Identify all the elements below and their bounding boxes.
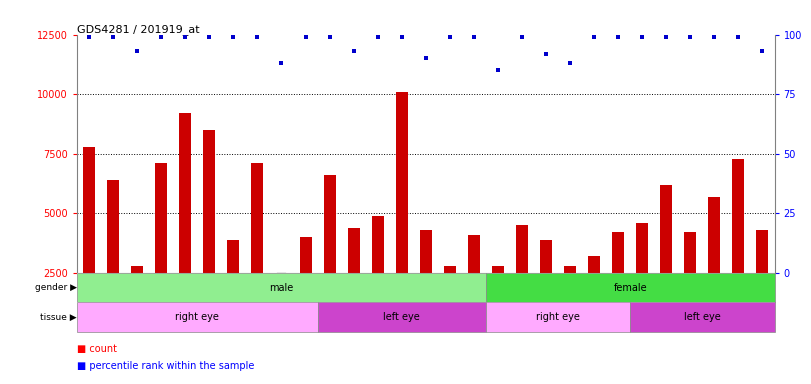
Point <box>756 48 769 54</box>
Text: ■ percentile rank within the sample: ■ percentile rank within the sample <box>77 361 255 371</box>
Point <box>347 48 360 54</box>
Bar <box>564 266 576 273</box>
Bar <box>492 266 504 273</box>
Bar <box>179 113 191 273</box>
Point <box>131 48 144 54</box>
Bar <box>83 147 95 273</box>
Bar <box>612 232 624 273</box>
Bar <box>757 230 769 273</box>
Point <box>588 34 601 40</box>
Bar <box>684 232 697 273</box>
Bar <box>588 257 600 273</box>
Point <box>299 34 312 40</box>
Text: right eye: right eye <box>175 312 219 322</box>
Bar <box>251 163 264 273</box>
Bar <box>155 163 167 273</box>
Point <box>539 51 552 57</box>
Bar <box>540 240 552 273</box>
Text: tissue ▶: tissue ▶ <box>41 313 77 321</box>
Point <box>395 34 408 40</box>
Point <box>419 55 432 61</box>
Text: ■ count: ■ count <box>77 344 117 354</box>
Bar <box>204 130 216 273</box>
Text: left eye: left eye <box>684 312 721 322</box>
Bar <box>324 175 336 273</box>
Text: left eye: left eye <box>384 312 420 322</box>
Bar <box>299 237 311 273</box>
Bar <box>131 266 144 273</box>
Point <box>660 34 673 40</box>
Point <box>251 34 264 40</box>
Text: female: female <box>613 283 647 293</box>
Bar <box>396 92 408 273</box>
Point <box>708 34 721 40</box>
Bar <box>348 228 359 273</box>
Bar <box>516 225 528 273</box>
Point <box>203 34 216 40</box>
Point <box>636 34 649 40</box>
Bar <box>77 273 486 303</box>
Point <box>371 34 384 40</box>
Text: right eye: right eye <box>536 312 580 322</box>
Point <box>467 34 480 40</box>
Point <box>323 34 336 40</box>
Point <box>491 67 504 73</box>
Point <box>684 34 697 40</box>
Bar <box>630 303 775 332</box>
Bar <box>486 303 630 332</box>
Text: GDS4281 / 201919_at: GDS4281 / 201919_at <box>77 24 200 35</box>
Bar <box>371 216 384 273</box>
Bar <box>660 185 672 273</box>
Bar <box>732 159 744 273</box>
Bar <box>708 197 720 273</box>
Text: male: male <box>269 283 294 293</box>
Point <box>83 34 96 40</box>
Bar <box>420 230 431 273</box>
Bar <box>318 303 486 332</box>
Point <box>227 34 240 40</box>
Bar <box>486 273 775 303</box>
Point <box>444 34 457 40</box>
Point <box>275 60 288 66</box>
Bar <box>444 266 456 273</box>
Point <box>516 34 529 40</box>
Point <box>564 60 577 66</box>
Bar <box>636 223 648 273</box>
Point <box>106 34 119 40</box>
Point <box>178 34 191 40</box>
Bar <box>77 303 318 332</box>
Text: gender ▶: gender ▶ <box>35 283 77 292</box>
Point <box>155 34 168 40</box>
Point <box>732 34 745 40</box>
Point <box>611 34 624 40</box>
Bar <box>107 180 119 273</box>
Bar <box>468 235 480 273</box>
Bar <box>227 240 239 273</box>
